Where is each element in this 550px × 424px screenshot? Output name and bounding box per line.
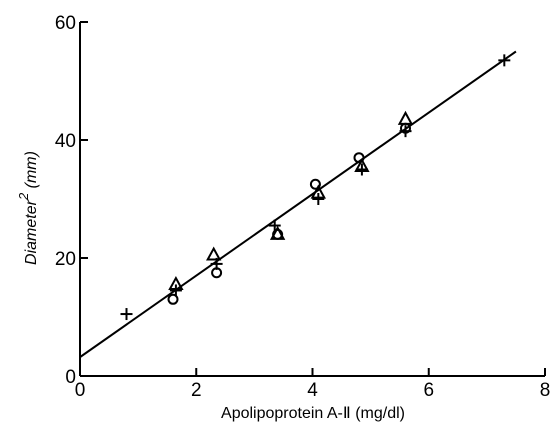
triangle-marker bbox=[310, 184, 326, 199]
y-axis-title-unit: (mm) bbox=[23, 151, 40, 188]
data-markers bbox=[120, 54, 511, 321]
triangle-marker bbox=[354, 157, 370, 173]
y-axis-title: Diameter2 (mm) bbox=[16, 151, 40, 265]
ticks: 0 2 4 6 8 0 20 40 60 bbox=[55, 13, 550, 401]
triangle-marker bbox=[168, 275, 184, 291]
x-axis-title: Apolipoprotein A-Ⅱ (mg/dl) bbox=[221, 405, 405, 422]
x-tick-label: 4 bbox=[307, 380, 318, 401]
x-tick-label: 2 bbox=[191, 380, 202, 401]
triangle-marker bbox=[206, 246, 222, 261]
y-tick-label: 0 bbox=[65, 367, 76, 388]
circle-marker bbox=[167, 293, 179, 305]
plus-marker bbox=[268, 219, 281, 232]
y-tick-label: 20 bbox=[55, 249, 76, 270]
fit-line-group bbox=[79, 50, 517, 358]
circle-marker bbox=[211, 267, 223, 279]
y-tick-label: 60 bbox=[55, 13, 76, 34]
triangle-marker bbox=[397, 110, 414, 125]
x-tick-label: 6 bbox=[423, 380, 434, 401]
y-axis-title-main: Diameter bbox=[23, 199, 40, 265]
triangle-marker bbox=[269, 225, 286, 240]
plus-marker bbox=[312, 193, 325, 205]
svg-text:Diameter2 (mm): Diameter2 (mm) bbox=[16, 151, 40, 265]
plus-marker bbox=[498, 54, 511, 67]
x-tick-label: 0 bbox=[75, 380, 86, 401]
circle-marker bbox=[309, 178, 321, 190]
plus-marker bbox=[169, 284, 182, 297]
y-axis-title-sup: 2 bbox=[16, 192, 31, 201]
x-tick-label: 8 bbox=[540, 380, 550, 401]
plus-marker bbox=[120, 308, 133, 321]
circle-marker bbox=[353, 152, 365, 164]
regression-line bbox=[79, 50, 517, 358]
plus-marker bbox=[355, 163, 368, 176]
y-tick-label: 40 bbox=[55, 131, 76, 152]
